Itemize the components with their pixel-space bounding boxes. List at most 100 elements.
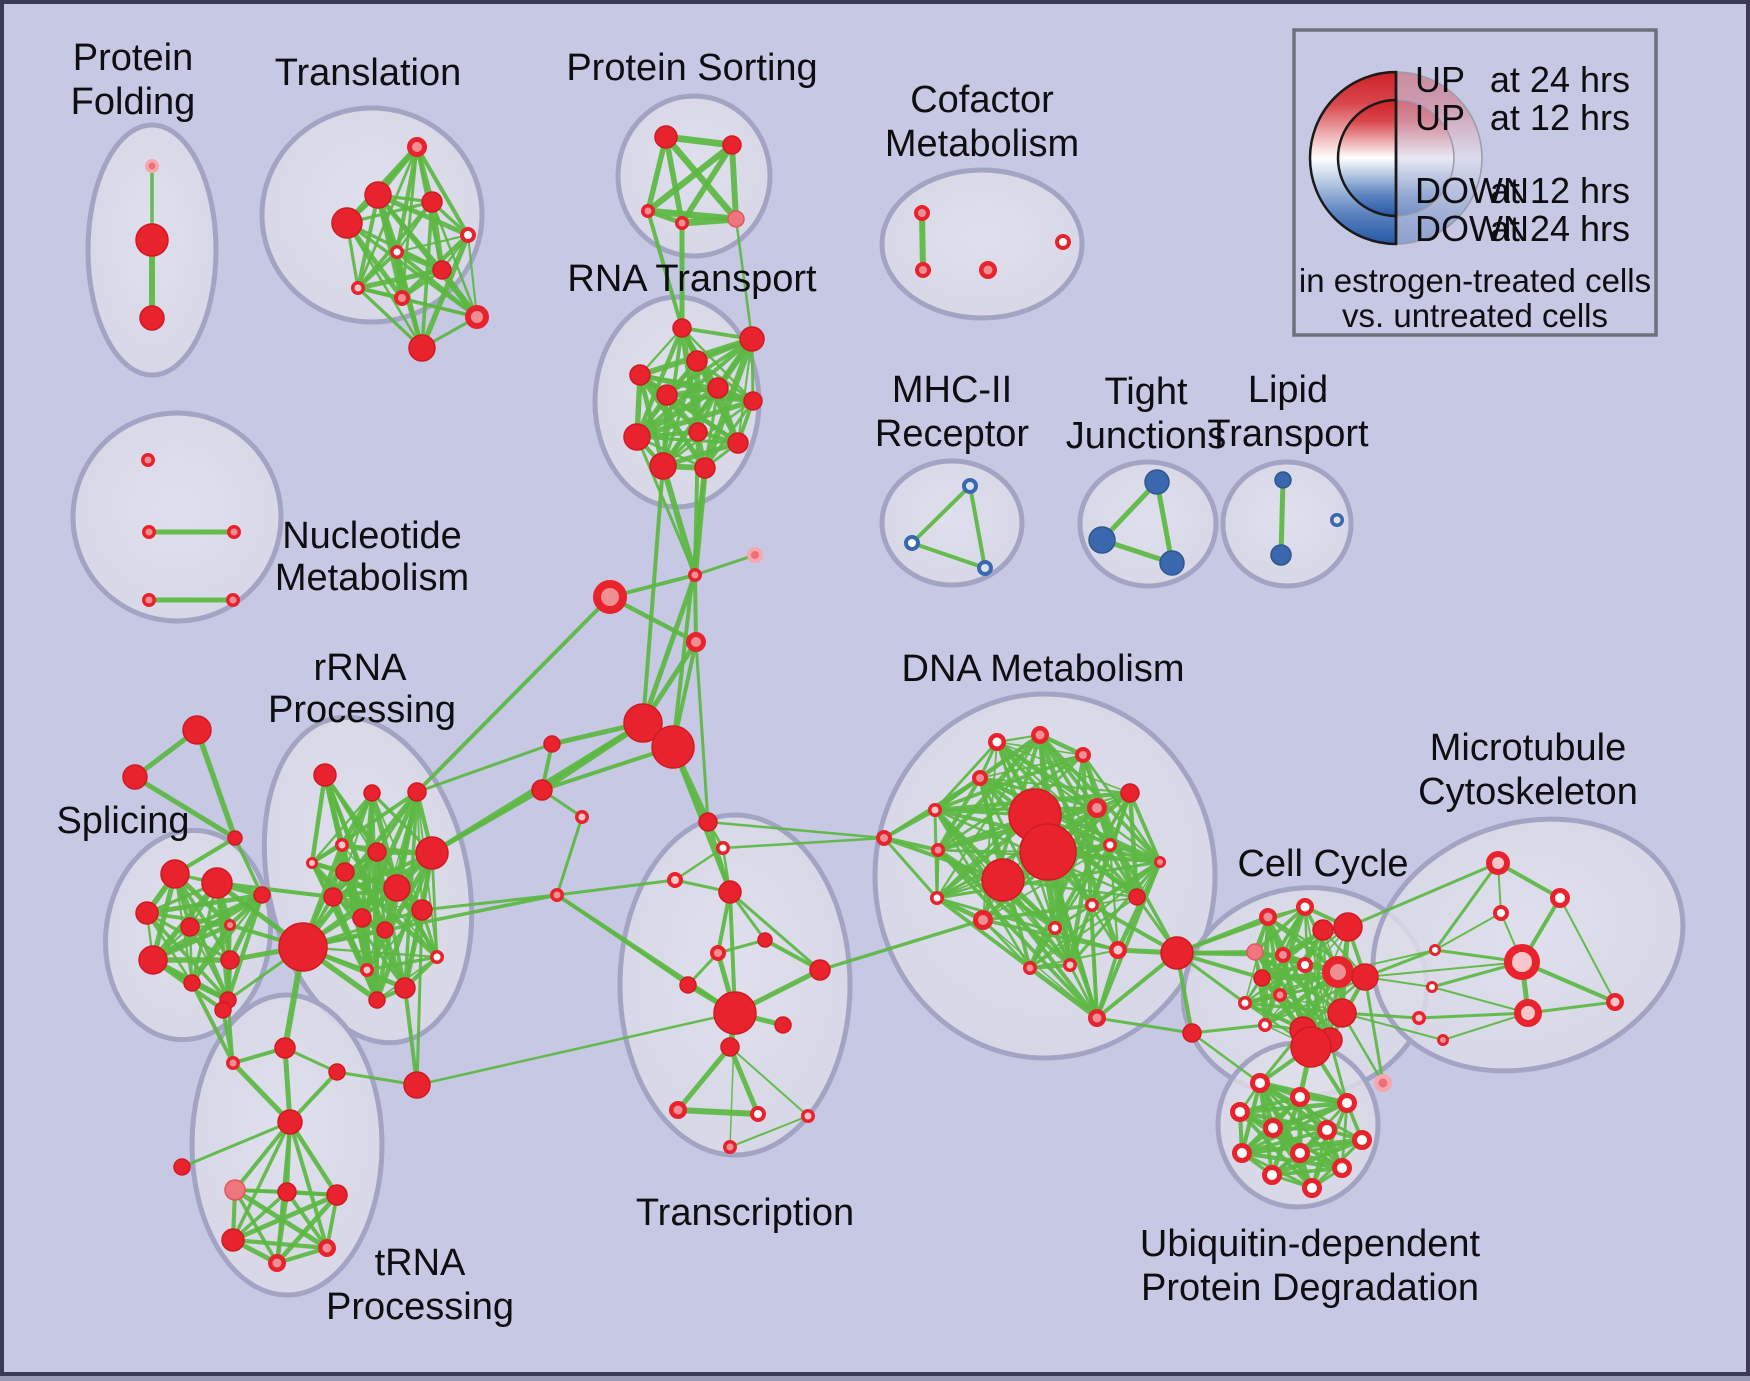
gene-node-nm4 <box>142 593 156 607</box>
edge <box>978 776 1132 795</box>
edge <box>721 836 886 850</box>
gene-node-u2 <box>1290 1087 1310 1107</box>
gene-node-t6 <box>390 245 404 259</box>
network-nodes <box>122 125 1624 1272</box>
gene-node-b2 <box>277 1182 297 1202</box>
edge <box>706 820 886 840</box>
gene-node-m1 <box>543 735 561 753</box>
gene-node-tj2 <box>1088 526 1116 554</box>
gene-node-r8 <box>415 836 449 870</box>
gene-node-e1 <box>914 205 930 221</box>
edge <box>180 1120 292 1169</box>
edge <box>1068 860 1162 967</box>
gene-node-u8 <box>1232 1143 1252 1163</box>
cluster-label: Metabolism <box>275 557 469 599</box>
gene-node-n8 <box>623 423 651 451</box>
edge <box>693 553 757 577</box>
gene-node-n3 <box>686 350 708 372</box>
gene-node-t7 <box>432 260 452 280</box>
gene-node-u11 <box>1262 1165 1282 1185</box>
gene-node-db2 <box>1019 823 1077 881</box>
edge <box>1417 1011 1530 1020</box>
gene-node-cc4 <box>1333 912 1363 942</box>
gene-node-tg10 <box>774 1016 792 1034</box>
edge <box>660 463 698 578</box>
gene-node-cc13 <box>1258 1018 1272 1032</box>
cluster-label: Junctions <box>1066 415 1227 457</box>
edge <box>1431 986 1529 1014</box>
gene-node-spc <box>227 830 243 846</box>
gene-node-d9 <box>1103 838 1117 852</box>
edge <box>1128 791 1162 864</box>
edge <box>364 850 435 973</box>
gene-node-tgL <box>550 888 564 902</box>
gene-node-pf2 <box>135 223 169 257</box>
cluster-mhc-ii <box>879 458 1025 588</box>
edge <box>935 896 1032 970</box>
legend-up-12-label: UP <box>1415 97 1465 138</box>
gene-node-cc8 <box>1322 956 1354 988</box>
edge <box>729 1012 736 1148</box>
gene-node-n7 <box>743 391 763 411</box>
edge <box>919 210 926 273</box>
gene-node-r2 <box>363 784 381 802</box>
gene-node-r4 <box>335 838 349 852</box>
cluster-label: MHC-II <box>892 369 1012 411</box>
gene-node-dcon <box>1160 936 1194 970</box>
gene-node-cc5 <box>1246 943 1264 961</box>
cluster-label: rRNA <box>314 647 408 689</box>
gene-node-pf1 <box>145 159 159 173</box>
edge <box>968 484 987 570</box>
gene-node-u3 <box>1337 1093 1357 1113</box>
edge <box>703 399 755 470</box>
gene-node-d13 <box>1085 898 1099 912</box>
cluster-cofactor <box>879 167 1085 321</box>
gene-node-lp3 <box>1330 513 1344 527</box>
gene-node-n4 <box>629 364 651 386</box>
edge <box>701 335 756 472</box>
edge <box>1090 843 1112 907</box>
edge <box>345 221 424 350</box>
gene-node-d7 <box>1120 783 1140 803</box>
gene-node-d3 <box>1075 747 1091 763</box>
cluster-label: Transcription <box>636 1192 854 1234</box>
gene-node-cc11 <box>1273 988 1287 1002</box>
gene-node-t2 <box>364 181 392 209</box>
gene-node-u4 <box>1230 1102 1250 1122</box>
gene-node-q4 <box>328 1063 346 1081</box>
edge <box>287 1119 340 1198</box>
edge <box>981 903 1094 922</box>
edge <box>230 1192 340 1243</box>
cluster-label: Splicing <box>56 800 189 842</box>
gene-node-mt4 <box>1514 999 1542 1027</box>
edge <box>818 918 985 972</box>
edge <box>331 851 434 899</box>
edge <box>1526 1000 1617 1015</box>
edge <box>1068 963 1099 1020</box>
gene-node-lw3 <box>1412 1011 1426 1025</box>
legend-up-24-time: at 24 hrs <box>1490 59 1630 100</box>
edge <box>736 337 754 445</box>
edge <box>415 595 612 794</box>
edge <box>285 1190 329 1250</box>
gene-node-t11 <box>408 334 436 362</box>
edge <box>1364 961 1523 978</box>
edge <box>910 484 972 545</box>
gene-node-d1 <box>988 733 1006 751</box>
legend-up-12-time: at 12 hrs <box>1490 97 1630 138</box>
gene-node-tg8 <box>809 959 831 981</box>
legend-down-12-time: at 12 hrs <box>1490 170 1630 211</box>
edge <box>1028 791 1132 970</box>
edge <box>365 908 424 972</box>
edge <box>359 915 380 1003</box>
gene-node-u6 <box>1317 1120 1337 1140</box>
cluster-label: Folding <box>71 81 196 123</box>
edge <box>1237 1109 1330 1133</box>
edge <box>555 878 677 897</box>
edge <box>882 836 939 900</box>
edge <box>1154 479 1175 566</box>
edge <box>729 142 739 222</box>
edge <box>1341 1012 1444 1041</box>
